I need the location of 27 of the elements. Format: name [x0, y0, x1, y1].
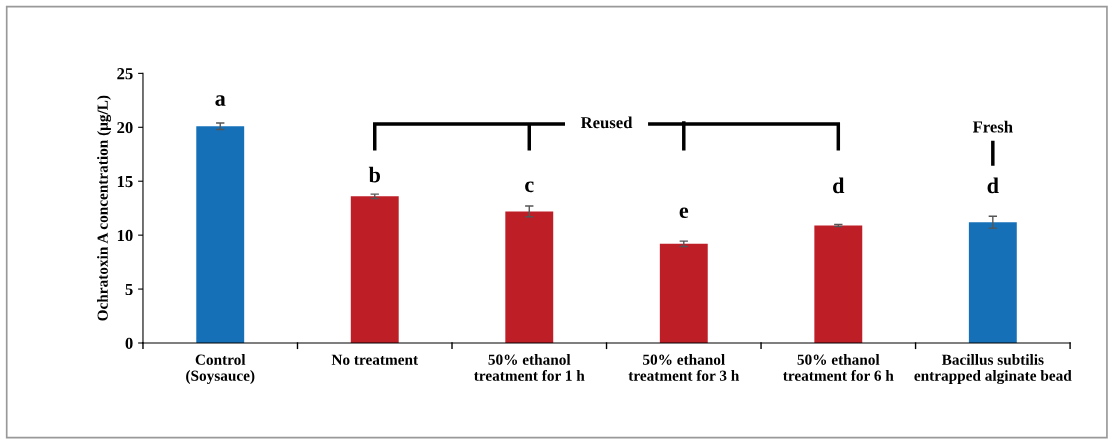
y-tick-label: 20 — [117, 122, 133, 134]
bar — [196, 126, 245, 343]
bar — [350, 196, 399, 343]
x-tick-label: No treatment — [331, 354, 419, 365]
annotation: a — [215, 95, 226, 106]
y-tick-label: 0 — [125, 337, 133, 349]
x-tick-label: Bacillus subtilis entrapped alginate bead — [914, 354, 1072, 385]
y-tick-label: 25 — [117, 68, 133, 80]
x-tick-label: 50% ethanol treatment for 1 h — [474, 354, 585, 381]
y-axis-title: Ochratoxin A concentration (μg/L) — [97, 95, 112, 321]
x-tick-label: 50% ethanol treatment for 3 h — [628, 354, 740, 381]
annotation: c — [525, 181, 534, 193]
x-tick-label: 50% ethanol treatment for 6 h — [783, 354, 894, 381]
annotation: b — [368, 166, 381, 183]
y-tick-label: 15 — [117, 176, 133, 188]
bar — [814, 225, 863, 343]
bar — [505, 211, 554, 343]
annotation: d — [987, 177, 999, 194]
bar — [968, 222, 1017, 343]
annotation: d — [833, 177, 845, 194]
annotation: Reused — [580, 116, 633, 129]
y-tick-label: 5 — [125, 283, 133, 296]
annotation: e — [679, 207, 689, 219]
y-tick-label: 10 — [117, 229, 133, 242]
x-tick-label: Control (Soysauce) — [186, 354, 255, 384]
annotation: Fresh — [972, 120, 1013, 133]
bar — [659, 243, 708, 343]
